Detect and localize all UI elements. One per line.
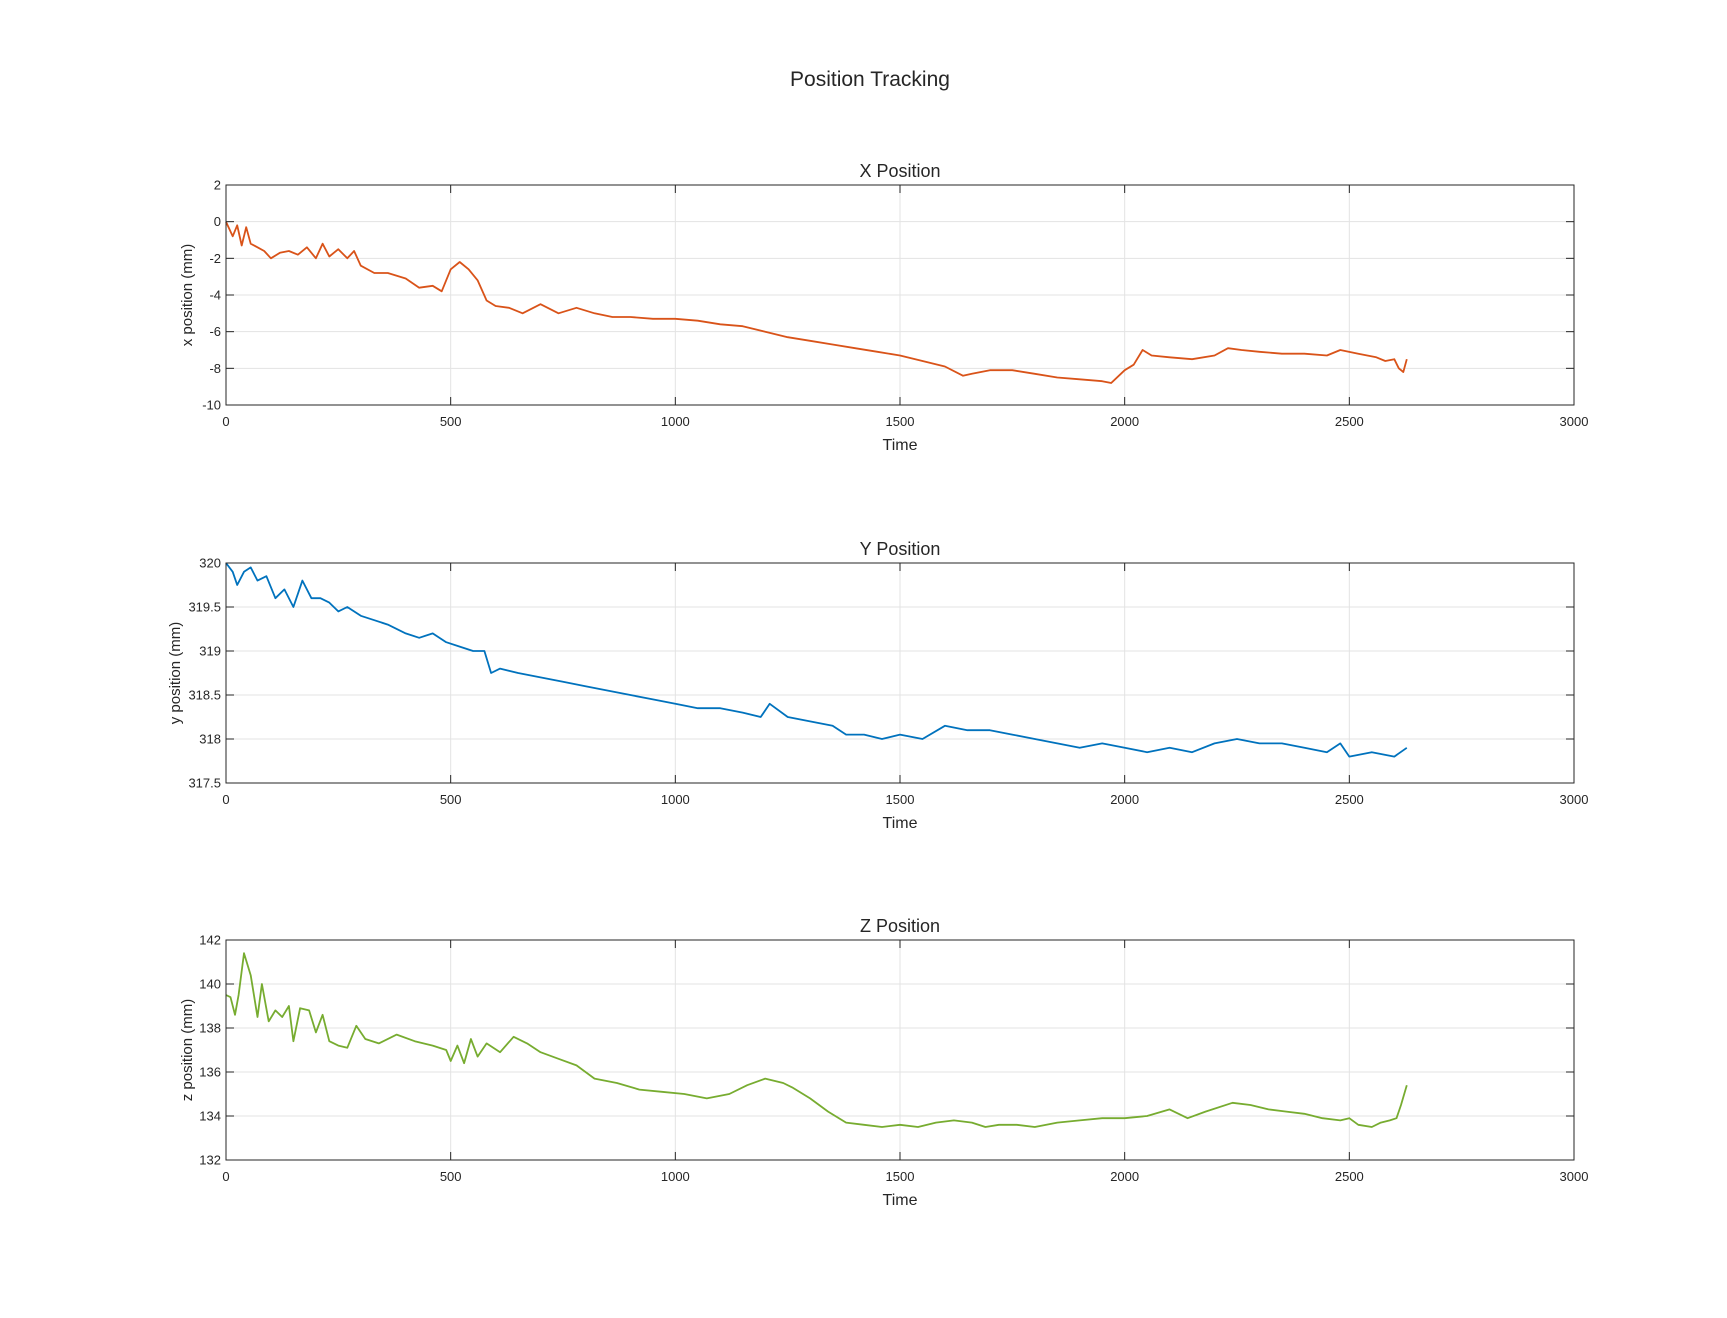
- y-x-tick-label: 1500: [886, 792, 915, 807]
- x-y-tick-label: 2: [214, 178, 221, 193]
- z-y-tick-label: 136: [199, 1065, 221, 1080]
- z-x-tick-label: 1000: [661, 1169, 690, 1184]
- y-position-line: [225, 562, 1408, 758]
- x-y-tick-label: -2: [209, 251, 221, 266]
- figure-title: Position Tracking: [790, 68, 950, 91]
- z-y-tick-label: 142: [199, 933, 221, 948]
- y-y-tick-label: 319: [199, 644, 221, 659]
- y-position-subplot: 0 500 1000 1500 2000 2500 3000 317.5 318 318.5 319…: [167, 539, 1588, 832]
- x-x-tick-label: 1500: [886, 414, 915, 429]
- z-x-tick-label: 3000: [1560, 1169, 1589, 1184]
- y-x-tick-label: 1000: [661, 792, 690, 807]
- y-x-tick-label: 0: [222, 792, 229, 807]
- y-subplot-title: Y Position: [860, 539, 941, 559]
- x-y-tick-label: -6: [209, 324, 221, 339]
- z-x-tick-label: 2500: [1335, 1169, 1364, 1184]
- z-y-tick-label: 134: [199, 1109, 221, 1124]
- x-position-line: [225, 221, 1408, 384]
- x-x-tick-label: 1000: [661, 414, 690, 429]
- x-x-tick-label: 3000: [1560, 414, 1589, 429]
- x-x-axis-label: Time: [883, 437, 918, 454]
- x-y-tick-label: -8: [209, 361, 221, 376]
- y-x-axis-label: Time: [883, 815, 918, 832]
- z-x-axis-label: Time: [883, 1192, 918, 1209]
- x-position-subplot: 0 500 1000 1500 2000 2500 3000 -10 -8 -6 -4 -2 0 2 X P…: [179, 161, 1588, 454]
- x-y-tick-label: 0: [214, 214, 221, 229]
- y-y-tick-label: 320: [199, 556, 221, 571]
- y-y-axis-label: y position (mm): [167, 622, 184, 725]
- y-y-tick-label: 318.5: [188, 688, 221, 703]
- z-x-tick-label: 0: [222, 1169, 229, 1184]
- x-x-tick-label: 0: [222, 414, 229, 429]
- subplots: 0 500 1000 1500 2000 2500 3000 -10 -8 -6 -4 -2 0 2 X P…: [167, 161, 1588, 1209]
- z-position-line: [225, 952, 1408, 1128]
- y-x-tick-label: 500: [440, 792, 462, 807]
- y-x-tick-label: 2000: [1110, 792, 1139, 807]
- x-y-tick-label: -4: [209, 288, 221, 303]
- z-position-subplot: 0 500 1000 1500 2000 2500 3000 132 134 136 138 140 1…: [179, 916, 1588, 1209]
- z-subplot-title: Z Position: [860, 916, 940, 936]
- y-x-tick-label: 2500: [1335, 792, 1364, 807]
- z-x-tick-label: 1500: [886, 1169, 915, 1184]
- x-y-axis-label: x position (mm): [179, 244, 196, 347]
- z-y-axis-label: z position (mm): [179, 999, 196, 1102]
- x-y-tick-label: -10: [202, 398, 221, 413]
- z-y-tick-label: 140: [199, 977, 221, 992]
- z-x-tick-label: 2000: [1110, 1169, 1139, 1184]
- y-y-tick-label: 318: [199, 732, 221, 747]
- z-x-tick-label: 500: [440, 1169, 462, 1184]
- y-y-tick-label: 317.5: [188, 776, 221, 791]
- y-x-tick-label: 3000: [1560, 792, 1589, 807]
- x-x-tick-label: 2000: [1110, 414, 1139, 429]
- y-y-tick-label: 319.5: [188, 600, 221, 615]
- x-x-tick-label: 500: [440, 414, 462, 429]
- z-y-tick-label: 132: [199, 1153, 221, 1168]
- x-x-tick-label: 2500: [1335, 414, 1364, 429]
- z-y-tick-label: 138: [199, 1021, 221, 1036]
- x-subplot-title: X Position: [859, 161, 940, 181]
